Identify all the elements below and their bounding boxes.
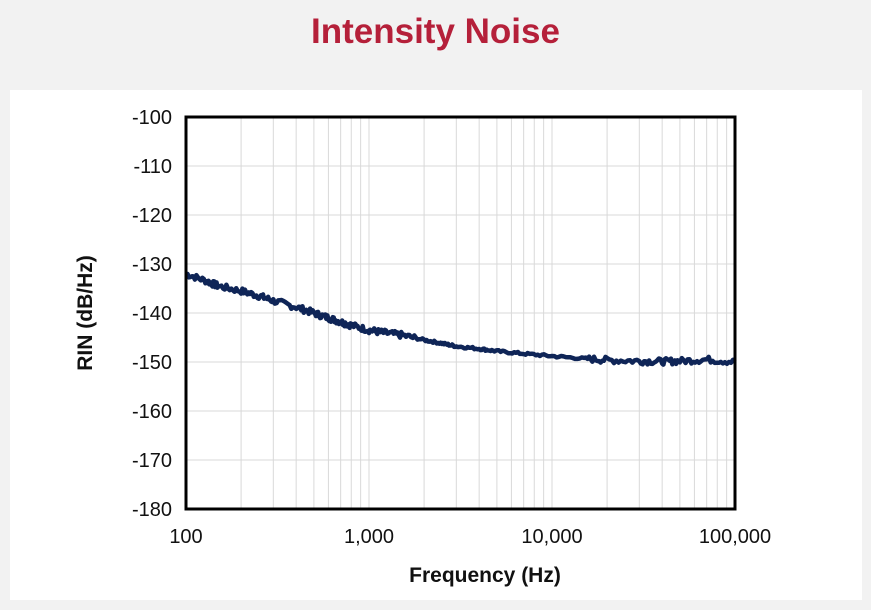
plot-frame xyxy=(184,115,737,511)
y-tick-label: -120 xyxy=(132,205,172,227)
y-axis-label: RIN (dB/Hz) xyxy=(74,255,97,370)
x-tick-label: 1,000 xyxy=(344,526,394,548)
chart-panel: -100 -110 -120 -130 -140 -150 -160 -170 -180 100 1… xyxy=(10,90,862,600)
x-tick-label: 100,000 xyxy=(699,526,771,548)
y-tick-label: -160 xyxy=(132,401,172,423)
y-tick-label: -140 xyxy=(132,303,172,325)
x-tick-label: 10,000 xyxy=(521,526,582,548)
y-tick-label: -130 xyxy=(132,254,172,276)
x-axis-label: Frequency (Hz) xyxy=(409,564,561,587)
rin-chart: -100 -110 -120 -130 -140 -150 -160 -170 -180 100 1… xyxy=(74,107,771,587)
chart-title: Intensity Noise xyxy=(311,12,560,51)
y-tick-label: -170 xyxy=(132,450,172,472)
y-tick-label: -100 xyxy=(132,107,172,129)
y-tick-label: -110 xyxy=(133,156,172,178)
rin-series-line xyxy=(185,271,737,367)
y-tick-label: -150 xyxy=(132,352,172,374)
y-tick-label: -180 xyxy=(132,499,172,521)
x-tick-label: 100 xyxy=(169,526,202,548)
